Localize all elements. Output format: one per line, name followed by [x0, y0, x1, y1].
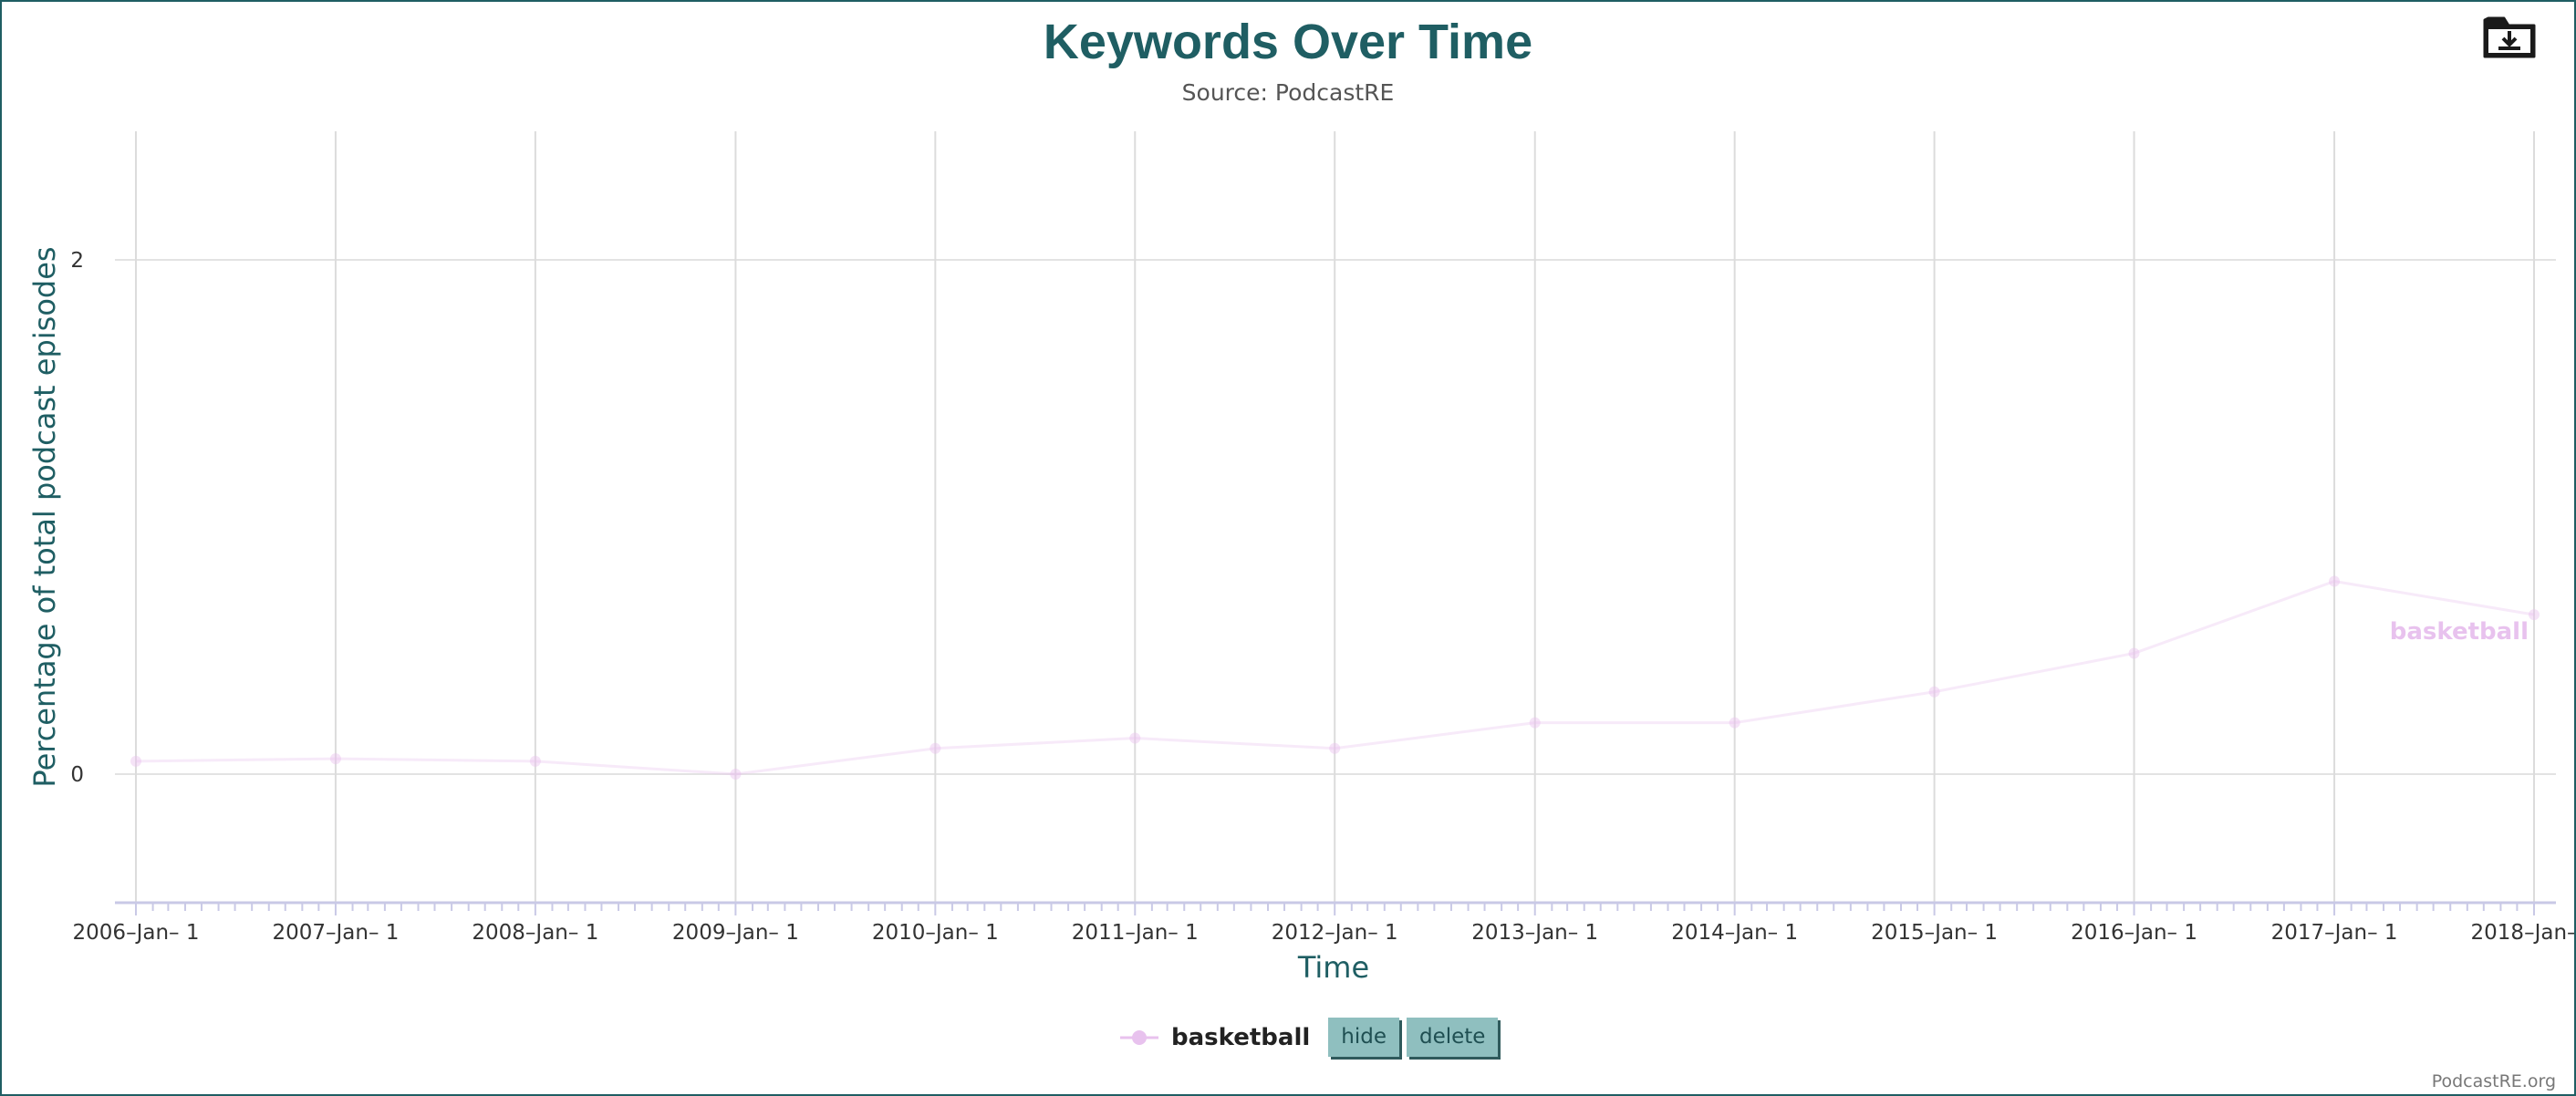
x-tick-label: 2011–Jan– 1 [1072, 921, 1199, 945]
data-point[interactable] [1928, 686, 1940, 698]
x-tick-label: 2006–Jan– 1 [73, 921, 200, 945]
x-tick-label: 2016–Jan– 1 [2071, 921, 2197, 945]
legend: basketball hide delete [1120, 1018, 1499, 1057]
x-tick-label: 2018–Jan– 1 [2471, 921, 2574, 945]
hide-series-button[interactable]: hide [1328, 1018, 1399, 1057]
data-point[interactable] [2128, 647, 2140, 659]
x-tick-label: 2009–Jan– 1 [672, 921, 799, 945]
legend-item-label[interactable]: basketball [1171, 1023, 1311, 1051]
y-axis-title: Percentage of total podcast episodes [27, 246, 62, 787]
tick-layer: 0 2 2006–Jan– 1 2007–Jan– 1 2008–Jan– 1 2009–… [70, 249, 2574, 945]
chart-title: Keywords Over Time [1044, 15, 1532, 69]
data-point[interactable] [930, 742, 941, 754]
series-layer: basketball [130, 575, 2540, 780]
x-tick-label: 2015–Jan– 1 [1871, 921, 1998, 945]
grid-layer [115, 131, 2556, 903]
data-point[interactable] [329, 753, 341, 765]
x-tick-label: 2008–Jan– 1 [472, 921, 598, 945]
x-tick-label: 2013–Jan– 1 [1471, 921, 1598, 945]
credit-text: PodcastRE.org [2432, 1071, 2556, 1091]
x-tick-label: 2017–Jan– 1 [2271, 921, 2398, 945]
delete-series-button[interactable]: delete [1407, 1018, 1499, 1057]
series-end-label: basketball [2390, 618, 2529, 646]
data-point[interactable] [1729, 717, 1740, 729]
data-point[interactable] [130, 755, 141, 767]
data-point[interactable] [730, 769, 742, 780]
export-button[interactable] [2481, 11, 2538, 60]
y-tick-label: 2 [70, 249, 84, 273]
y-tick-label: 0 [70, 763, 84, 787]
data-point[interactable] [1129, 732, 1141, 744]
download-folder-icon [2483, 16, 2536, 58]
x-tick-label: 2014–Jan– 1 [1671, 921, 1798, 945]
data-point[interactable] [529, 755, 541, 767]
legend-marker-icon [1120, 1029, 1158, 1045]
chart-subtitle: Source: PodcastRE [1182, 79, 1395, 106]
x-tick-label: 2012–Jan– 1 [1272, 921, 1398, 945]
data-point[interactable] [1529, 717, 1541, 729]
x-tick-label: 2007–Jan– 1 [272, 921, 399, 945]
series-line [135, 580, 2535, 776]
x-tick-label: 2010–Jan– 1 [872, 921, 999, 945]
data-point[interactable] [2529, 609, 2540, 621]
data-point[interactable] [2329, 575, 2341, 587]
x-axis-title: Time [1297, 950, 1369, 985]
data-point[interactable] [1329, 742, 1341, 754]
